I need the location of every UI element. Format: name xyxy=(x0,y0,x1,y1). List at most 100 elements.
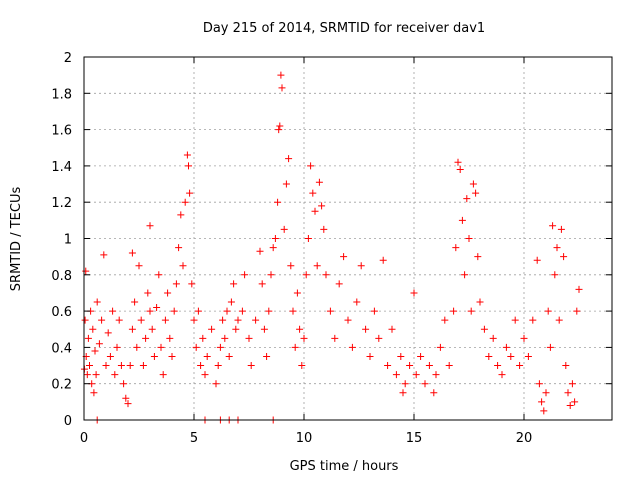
data-point xyxy=(564,389,572,397)
data-point xyxy=(227,298,235,306)
data-point xyxy=(135,262,143,270)
data-point xyxy=(529,316,537,324)
data-point xyxy=(280,225,288,233)
data-point xyxy=(436,343,444,351)
x-tick-label: 15 xyxy=(406,431,423,446)
data-point xyxy=(194,307,202,315)
data-point xyxy=(247,362,255,370)
data-point xyxy=(417,352,425,360)
x-tick-label: 10 xyxy=(296,431,313,446)
data-point xyxy=(370,307,378,315)
data-point xyxy=(183,151,191,159)
data-point xyxy=(326,307,334,315)
data-point xyxy=(344,316,352,324)
data-point xyxy=(485,352,493,360)
data-point xyxy=(104,329,112,337)
data-point xyxy=(494,362,502,370)
data-point xyxy=(562,362,570,370)
data-point xyxy=(258,280,266,288)
data-point xyxy=(542,389,550,397)
y-tick-label: 0.4 xyxy=(51,341,72,356)
data-point xyxy=(540,407,548,415)
data-point xyxy=(340,253,348,261)
data-point xyxy=(362,325,370,333)
data-point xyxy=(95,340,103,348)
data-point xyxy=(137,316,145,324)
data-point xyxy=(146,222,154,230)
data-point xyxy=(379,256,387,264)
data-point xyxy=(139,362,147,370)
data-point xyxy=(560,253,568,261)
data-point xyxy=(277,71,285,79)
data-point xyxy=(81,316,89,324)
data-point xyxy=(269,244,277,252)
data-point xyxy=(203,352,211,360)
data-point xyxy=(357,262,365,270)
data-point xyxy=(384,362,392,370)
data-point xyxy=(181,198,189,206)
data-point xyxy=(520,334,528,342)
data-point xyxy=(285,155,293,163)
data-point xyxy=(304,235,312,242)
y-axis-label: SRMTID / TECUs xyxy=(9,187,24,292)
data-point xyxy=(348,343,356,351)
data-point xyxy=(463,195,471,203)
data-point xyxy=(142,334,150,342)
plot-frame xyxy=(83,56,613,421)
data-point xyxy=(571,398,579,406)
data-point xyxy=(445,362,453,370)
data-point xyxy=(401,380,409,388)
data-point xyxy=(555,316,563,324)
data-point xyxy=(190,316,198,324)
x-axis-label: GPS time / hours xyxy=(290,459,399,474)
y-tick-label: 0.2 xyxy=(51,378,72,393)
data-point xyxy=(92,371,100,379)
data-point xyxy=(271,235,279,242)
y-tick-label: 0.8 xyxy=(51,269,72,284)
data-point xyxy=(315,178,323,186)
data-point xyxy=(293,289,301,297)
data-points xyxy=(80,71,583,424)
data-point xyxy=(84,334,92,342)
data-point xyxy=(296,325,304,333)
y-tick-label: 0.6 xyxy=(51,305,72,320)
data-point xyxy=(109,307,117,315)
data-point xyxy=(544,307,552,315)
data-point xyxy=(128,325,136,333)
data-point xyxy=(300,334,308,342)
y-tick-label: 1 xyxy=(64,233,72,248)
y-tick-label: 1.4 xyxy=(51,160,72,175)
data-point xyxy=(278,84,286,92)
data-point xyxy=(421,380,429,388)
data-point xyxy=(456,166,464,174)
data-point xyxy=(157,343,165,351)
data-point xyxy=(274,198,282,206)
data-point xyxy=(263,352,271,360)
data-point xyxy=(267,271,275,279)
data-point xyxy=(153,303,161,311)
data-point xyxy=(472,189,480,197)
data-point xyxy=(516,362,524,370)
data-point xyxy=(549,222,557,230)
data-point xyxy=(177,211,185,219)
data-point xyxy=(397,352,405,360)
data-point xyxy=(219,316,227,324)
data-point xyxy=(164,289,172,297)
data-point xyxy=(502,343,510,351)
data-point xyxy=(179,262,187,270)
data-point xyxy=(245,334,253,342)
data-point xyxy=(307,162,315,170)
data-point xyxy=(318,202,326,210)
data-point xyxy=(298,362,306,370)
y-tick-label: 0 xyxy=(64,414,72,429)
data-point xyxy=(450,307,458,315)
data-point xyxy=(557,225,565,233)
data-point xyxy=(223,307,231,315)
data-point xyxy=(161,316,169,324)
data-point xyxy=(91,347,99,355)
data-point xyxy=(90,389,98,397)
data-point xyxy=(432,371,440,379)
data-point xyxy=(489,334,497,342)
data-point xyxy=(98,316,106,324)
data-point xyxy=(311,207,319,215)
